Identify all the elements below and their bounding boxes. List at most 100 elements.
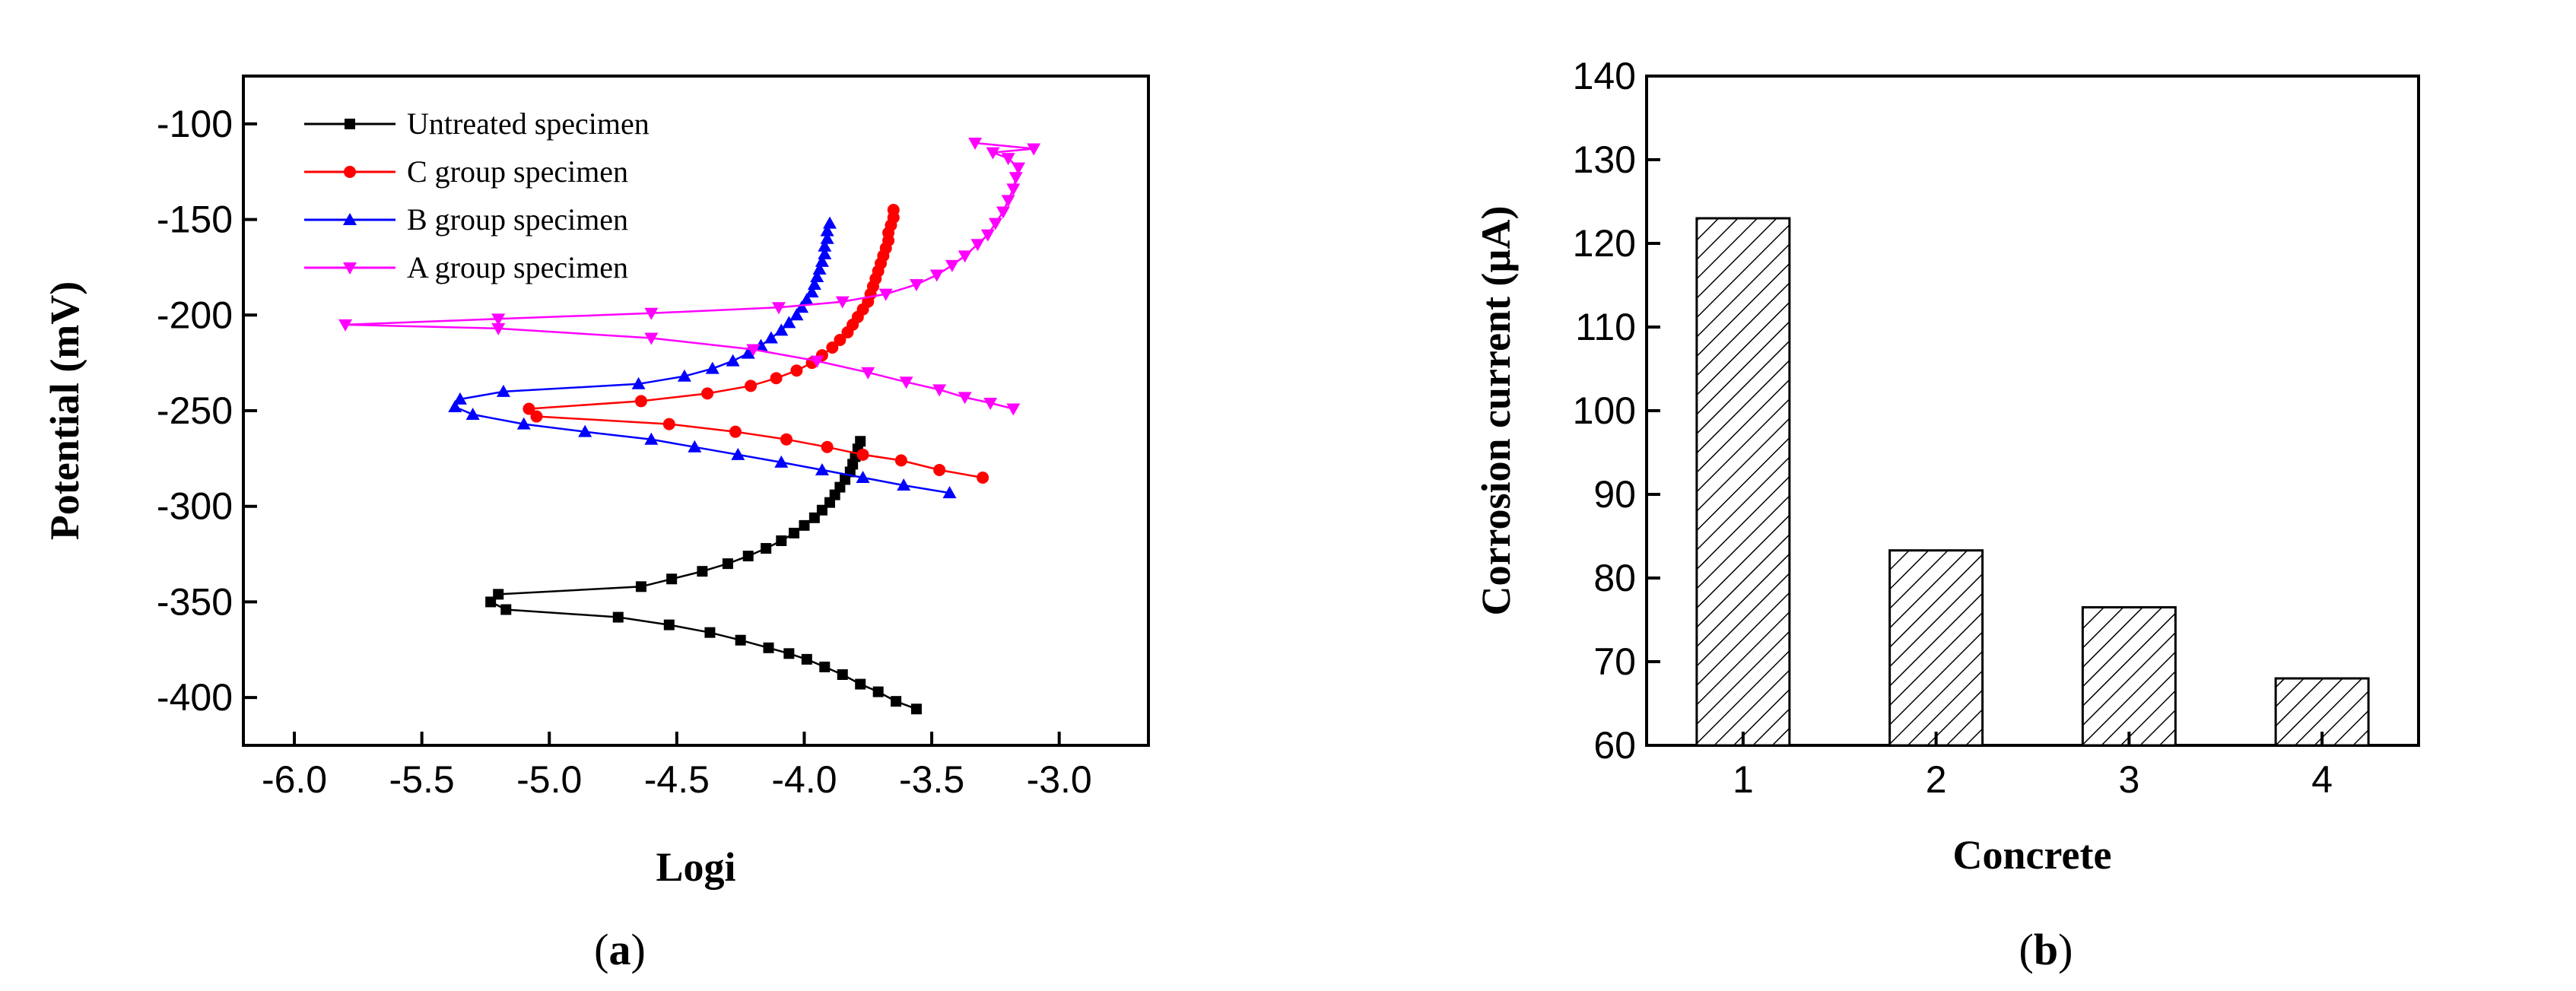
panel-a-data-point [822, 216, 837, 229]
panel-b-caption-letter: b [2034, 925, 2058, 974]
panel-a-data-point [799, 293, 814, 306]
panel-a-y-tick-label: -200 [157, 294, 233, 336]
panel-a-data-point [801, 653, 812, 665]
panel-a-data-point [688, 440, 702, 453]
panel-b-bar [2081, 606, 2177, 747]
panel-a-data-point [1012, 162, 1026, 175]
panel-a-data-point [722, 558, 733, 570]
panel-a-data-point [634, 395, 647, 408]
panel-a-data-point [780, 433, 792, 446]
panel-a-data-point [704, 627, 716, 638]
panel-a-data-point [729, 425, 742, 438]
panel-b-y-tick-label: 90 [1593, 473, 1636, 516]
panel-a-data-point [771, 302, 786, 315]
panel-a-data-point [745, 380, 758, 392]
panel-a-data-point [612, 611, 624, 623]
panel-a-data-point [945, 259, 959, 272]
panel-b-x-tick-label: 1 [1733, 758, 1754, 801]
panel-a-data-point [790, 364, 803, 377]
panel-b-caption: (b) [2019, 925, 2073, 974]
panel-a-data-point [776, 535, 787, 546]
panel-a-data-point [677, 369, 691, 382]
panel-a-data-point [782, 316, 796, 329]
panel-a-data-point [878, 288, 893, 301]
panel-a-data-point [1008, 172, 1023, 185]
panel-a-data-point [578, 424, 592, 437]
panel-a-data-point [894, 454, 907, 467]
panel-a-y-tick-label: -250 [157, 389, 233, 432]
panel-a-data-point [909, 279, 923, 292]
panel-a-data-point [500, 604, 512, 615]
panel-a-data-point [795, 300, 809, 313]
panel-a-legend-label: Untreated specimen [407, 106, 650, 141]
panel-a-data-point [837, 669, 848, 680]
panel-a-data-point [631, 376, 646, 389]
panel-a-data-point [818, 246, 832, 259]
panel-a-data-point [799, 519, 810, 531]
panel-a-legend-label: C group specimen [407, 154, 628, 189]
panel-a-x-tick-label: -3.0 [1027, 758, 1092, 801]
panel-a-data-point [774, 323, 789, 336]
panel-a-data-point [761, 543, 772, 554]
panel-a-data-point [855, 678, 866, 690]
panel-a-data-point [1001, 195, 1015, 208]
panel-a-series-1 [485, 436, 922, 715]
panel-a-data-point [872, 686, 884, 697]
panel-a-x-tick-label: -4.5 [644, 758, 710, 801]
panel-a-data-point [705, 361, 719, 374]
panel-a-data-point [812, 262, 827, 275]
panel-a-data-point [491, 322, 506, 335]
panel-a-data-point [496, 384, 510, 397]
panel-a-caption: (a) [594, 925, 646, 974]
panel-a-data-point [861, 367, 875, 380]
panel-a-data-point [986, 147, 1000, 160]
panel-a-data-point [523, 402, 535, 415]
panel-a-data-point [996, 206, 1010, 219]
panel-a-data-point [516, 417, 531, 430]
panel-a-data-point [770, 372, 783, 385]
panel-a-data-point [891, 696, 902, 707]
panel-a-data-point [856, 448, 869, 461]
panel-a-legend-item: B group specimen [304, 202, 628, 237]
panel-a-data-point [663, 619, 675, 630]
panel-a-x-tick-label: -5.5 [389, 758, 455, 801]
panel-b-corrosion-current-chart: 60 70 80 90 100 110 120 130 140 1 2 3 4 Concrete Co… [1473, 55, 2420, 974]
panel-a-data-point [644, 307, 659, 320]
panel-b-y-tick-label: 110 [1575, 306, 1636, 348]
panel-b-y-tick-label: 80 [1593, 557, 1636, 599]
panel-a-data-point [970, 239, 985, 252]
panel-a-data-point [810, 355, 824, 368]
panel-a-data-point [493, 589, 504, 600]
panel-a-data-point [977, 472, 989, 484]
panel-a-legend-item: A group specimen [304, 250, 628, 284]
panel-a-data-point [855, 436, 866, 447]
panel-a-y-tick-label: -100 [157, 103, 233, 145]
panel-b-y-axis-title: Corrosion current (µA) [1473, 205, 1519, 615]
panel-a-y-tick-label: -400 [157, 676, 233, 719]
panel-b-y-tick-label: 100 [1573, 389, 1636, 432]
panel-a-data-point [897, 478, 911, 491]
panel-a-data-point [818, 239, 832, 252]
panel-a-data-point [742, 551, 754, 562]
panel-a-data-point [815, 254, 829, 267]
panel-a-data-point [929, 269, 944, 282]
panel-a-data-point [887, 204, 900, 216]
panel-a-data-point [958, 392, 972, 405]
panel-a-data-point [819, 661, 831, 672]
panel-a-data-point [746, 344, 761, 357]
panel-a-y-tick-label: -150 [157, 199, 233, 241]
panel-a-data-point [932, 384, 947, 397]
panel-b-x-tick-label: 4 [2311, 758, 2333, 801]
panel-a-legend-marker [345, 119, 355, 129]
panel-a-data-point [662, 418, 675, 430]
panel-a-series-4 [338, 138, 1041, 416]
panel-a-data-point [741, 346, 755, 359]
panel-a-polarization-chart: -100 -150 -200 -250 -300 -350 -400 -6.0 -5.5 -5.… [42, 75, 1150, 974]
panel-a-data-point [835, 296, 850, 309]
panel-a-data-point [805, 285, 819, 298]
panel-a-data-point [1006, 403, 1021, 416]
panel-a-caption-text: (a) [594, 925, 646, 974]
panel-a-legend-marker [343, 213, 357, 225]
panel-b-y-tick-label: 60 [1593, 724, 1636, 767]
